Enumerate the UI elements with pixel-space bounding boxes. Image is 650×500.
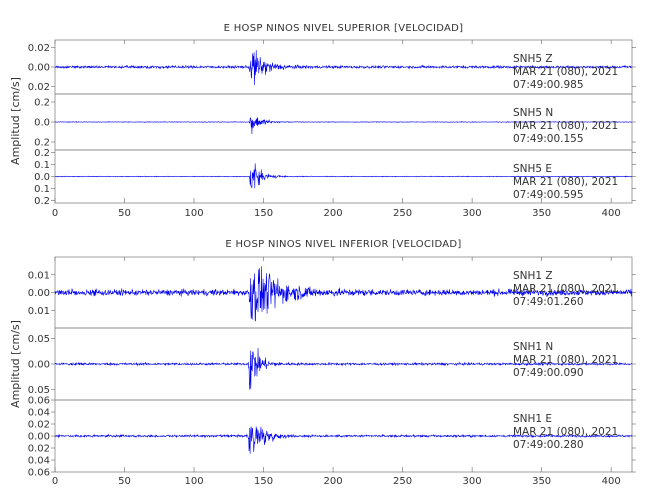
waveform-line: [54, 163, 633, 189]
x-tick-label: 0: [52, 208, 58, 219]
x-tick-label: 250: [393, 476, 412, 487]
x-tick-label: 300: [463, 476, 482, 487]
trace-date-label: MAR 21 (080), 2021: [513, 66, 618, 78]
trace-station-label: SNH5 N: [513, 107, 553, 119]
chart-title: E HOSP NINOS NIVEL INFERIOR [VELOCIDAD]: [225, 239, 461, 250]
waveform-line: [54, 266, 633, 322]
x-tick-label: 350: [532, 476, 551, 487]
x-tick-label: 100: [184, 476, 203, 487]
waveform-line: [54, 426, 633, 454]
y-axis-label: Amplitud [cm/s]: [9, 320, 22, 408]
y-tick-label: 0.1: [34, 184, 50, 195]
y-tick-label: 0.00: [28, 63, 50, 74]
y-tick-label: 0.02: [28, 82, 50, 93]
y-tick-label: 0.01: [28, 270, 50, 281]
x-tick-label: 350: [532, 208, 551, 219]
y-tick-label: 0.02: [28, 444, 50, 455]
x-tick-label: 250: [393, 208, 412, 219]
chart-1: E HOSP NINOS NIVEL SUPERIOR [VELOCIDAD] A…: [9, 23, 636, 219]
waveform-line: [54, 347, 633, 390]
y-tick-label: 0.04: [28, 408, 50, 419]
trace-station-label: SNH5 Z: [513, 53, 553, 65]
y-tick-label: 0.00: [28, 360, 50, 371]
y-tick-label: 0.05: [28, 334, 50, 345]
x-tick-label: 400: [602, 208, 621, 219]
y-tick-label: 0.02: [28, 420, 50, 431]
y-tick-label: 0.2: [34, 138, 50, 149]
trace-time-label: 07:49:00.595: [513, 189, 584, 201]
x-tick-label: 100: [184, 208, 203, 219]
y-tick-label: 0.02: [28, 43, 50, 54]
trace-station-label: SNH1 E: [513, 413, 552, 425]
y-tick-label: 0.00: [28, 432, 50, 443]
trace-station-label: SNH5 E: [513, 163, 552, 175]
y-tick-label: 0.06: [28, 468, 50, 479]
trace-date-label: MAR 21 (080), 2021: [513, 354, 618, 366]
y-tick-label: 0.06: [28, 396, 50, 407]
y-tick-label: 0.01: [28, 306, 50, 317]
y-tick-label: 0.2: [34, 98, 50, 109]
trace-time-label: 07:49:01.260: [513, 296, 584, 308]
y-tick-label: 0.04: [28, 456, 50, 467]
x-tick-label: 150: [254, 476, 273, 487]
trace-time-label: 07:49:00.155: [513, 133, 584, 145]
y-tick-label: 0.05: [28, 385, 50, 396]
trace-date-label: MAR 21 (080), 2021: [513, 283, 618, 295]
trace-date-label: MAR 21 (080), 2021: [513, 120, 618, 132]
waveform-line: [54, 117, 632, 134]
x-tick-label: 400: [602, 476, 621, 487]
trace-date-label: MAR 21 (080), 2021: [513, 176, 618, 188]
y-tick-label: 0.2: [34, 148, 50, 159]
x-tick-label: 200: [324, 208, 343, 219]
x-tick-label: 0: [52, 476, 58, 487]
waveform-line: [54, 50, 633, 85]
chart-title: E HOSP NINOS NIVEL SUPERIOR [VELOCIDAD]: [224, 23, 464, 34]
chart-2: E HOSP NINOS NIVEL INFERIOR [VELOCIDAD] A…: [9, 239, 636, 487]
x-tick-label: 50: [118, 208, 131, 219]
x-tick-label: 150: [254, 208, 273, 219]
trace-time-label: 07:49:00.090: [513, 367, 584, 379]
x-tick-label: 200: [324, 476, 343, 487]
y-tick-label: 0.0: [34, 172, 50, 183]
y-tick-label: 0.0: [34, 118, 50, 129]
y-tick-label: 0.2: [34, 196, 50, 207]
trace-station-label: SNH1 N: [513, 341, 553, 353]
trace-date-label: MAR 21 (080), 2021: [513, 426, 618, 438]
trace-time-label: 07:49:00.985: [513, 79, 584, 91]
y-axis-label: Amplitud [cm/s]: [9, 77, 22, 165]
x-tick-label: 300: [463, 208, 482, 219]
x-tick-label: 50: [118, 476, 131, 487]
trace-time-label: 07:49:00.280: [513, 439, 584, 451]
y-tick-label: 0.00: [28, 288, 50, 299]
trace-station-label: SNH1 Z: [513, 270, 553, 282]
y-tick-label: 0.1: [34, 160, 50, 171]
